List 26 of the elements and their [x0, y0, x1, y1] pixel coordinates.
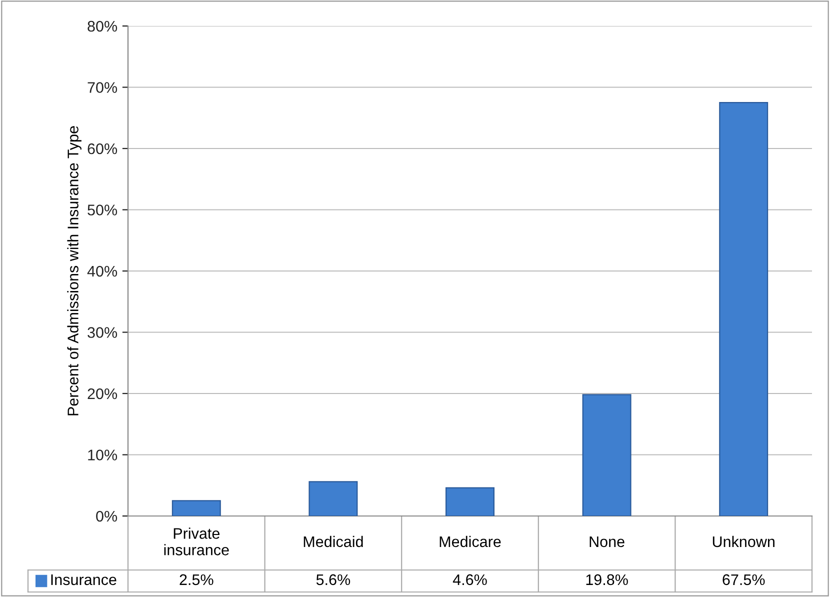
data-label: 4.6% [452, 574, 487, 586]
legend-label: Insurance [51, 574, 116, 586]
x-tick-label: Private insurance [164, 528, 229, 556]
y-tick-label: 30% [88, 327, 118, 338]
data-label: 5.6% [316, 574, 350, 586]
y-tick-label: 0% [96, 510, 118, 522]
y-tick-label: 40% [87, 266, 118, 277]
y-axis-title: Percent of Admissions with Insurance Type [67, 126, 82, 416]
bar [719, 102, 768, 516]
bar [308, 481, 358, 516]
bar [582, 394, 632, 516]
data-label: 67.5% [722, 574, 765, 586]
y-tick-label: 60% [88, 143, 118, 154]
data-label: 2.5% [180, 574, 214, 586]
y-tick-label: 50% [88, 204, 118, 216]
x-tick-label: Medicaid [304, 536, 363, 548]
bar [172, 500, 221, 516]
x-tick-label: Medicare [440, 536, 501, 548]
bar [446, 487, 494, 516]
y-tick-label: 10% [88, 450, 118, 460]
data-label: 19.8% [586, 574, 628, 586]
y-tick-label: 80% [88, 20, 118, 32]
x-tick-label: None [590, 536, 624, 548]
x-tick-label: Unknown [712, 536, 774, 548]
y-tick-label: 70% [88, 82, 118, 93]
y-tick-label: 20% [88, 388, 118, 400]
